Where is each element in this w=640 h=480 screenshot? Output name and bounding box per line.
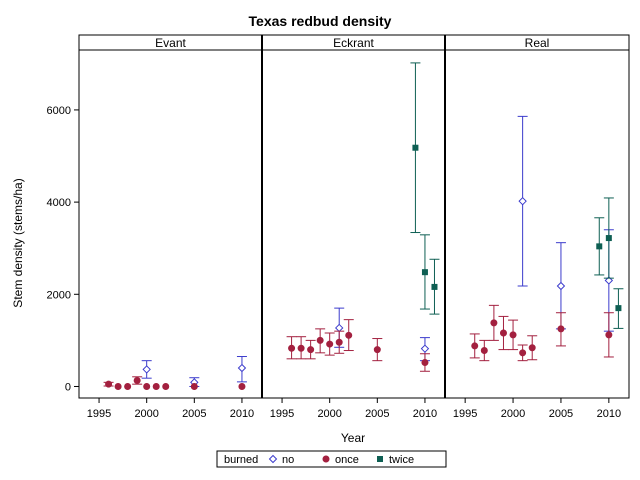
- x-tick-label: 2010: [597, 408, 621, 420]
- data-point-once: [345, 331, 353, 339]
- data-point-once: [519, 349, 527, 357]
- chart-title: Texas redbud density: [249, 13, 392, 29]
- data-point-twice: [421, 269, 428, 276]
- data-point-once: [490, 319, 498, 327]
- panel-header-evant: Evant: [155, 36, 186, 50]
- plot-frame: [78, 34, 630, 399]
- data-point-once: [162, 382, 170, 390]
- data-point-twice: [605, 235, 612, 242]
- x-tick-label: 2005: [365, 408, 389, 420]
- data-point-once: [316, 336, 324, 344]
- data-point-twice: [431, 283, 438, 290]
- data-point-once: [288, 344, 296, 352]
- data-point-once: [605, 331, 613, 339]
- data-point-twice: [596, 243, 603, 250]
- data-point-once: [557, 325, 565, 333]
- y-tick-label: 2000: [47, 289, 71, 301]
- data-point-once: [471, 342, 479, 350]
- series-twice: [410, 62, 624, 329]
- x-tick-label: 2005: [182, 408, 206, 420]
- legend-label-twice: twice: [389, 454, 414, 466]
- x-tick-label: 2000: [134, 408, 158, 420]
- data-point-once: [105, 380, 113, 388]
- x-tick-label: 2010: [413, 408, 437, 420]
- data-point-twice: [412, 144, 419, 151]
- legend-label-no: no: [282, 454, 294, 466]
- y-axis-label: Stem density (stems/ha): [11, 178, 25, 307]
- legend-marker-twice: [377, 456, 383, 462]
- data-point-once: [480, 347, 488, 355]
- panel-header-real: Real: [525, 36, 550, 50]
- data-point-once: [335, 338, 343, 346]
- y-tick-label: 4000: [47, 197, 71, 209]
- x-tick-label: 2010: [230, 408, 254, 420]
- x-tick-label: 1995: [270, 408, 294, 420]
- panel-header-eckrant: Eckrant: [333, 36, 374, 50]
- data-point-once: [528, 344, 536, 352]
- y-tick-label: 0: [65, 381, 71, 393]
- data-point-twice: [615, 305, 622, 312]
- legend-box: [216, 450, 447, 468]
- data-point-once: [326, 340, 334, 348]
- data-point-no: [142, 365, 151, 374]
- data-point-once: [114, 382, 122, 390]
- data-point-once: [190, 382, 198, 390]
- data-point-once: [307, 346, 315, 354]
- data-point-once: [297, 344, 305, 352]
- data-point-once: [238, 382, 246, 390]
- series-once: [103, 304, 614, 390]
- data-point-no: [237, 363, 247, 373]
- legend: burned no once twice: [216, 450, 447, 468]
- data-point-once: [499, 329, 507, 337]
- data-point-no: [556, 281, 566, 291]
- panels-layer: Evant Eckrant Real 0 2000 4000 6000 1995 2000 200…: [47, 34, 630, 420]
- data-point-no: [420, 344, 430, 353]
- legend-marker-no: [268, 454, 278, 464]
- x-tick-label: 2000: [501, 408, 525, 420]
- data-point-once: [509, 331, 517, 339]
- data-point-once: [421, 359, 429, 367]
- data-point-once: [124, 382, 132, 390]
- x-tick-label: 1995: [87, 408, 111, 420]
- data-point-once: [373, 346, 381, 354]
- x-tick-label: 1995: [453, 408, 477, 420]
- data-point-no: [518, 196, 527, 206]
- data-point-once: [143, 382, 151, 390]
- data-point-once: [152, 382, 160, 390]
- x-axis-label: Year: [341, 431, 365, 445]
- y-tick-label: 6000: [47, 105, 71, 117]
- x-tick-label: 2005: [549, 408, 573, 420]
- legend-title: burned: [224, 454, 258, 466]
- legend-marker-once: [322, 455, 330, 463]
- x-tick-label: 2000: [317, 408, 341, 420]
- data-point-no: [604, 276, 614, 285]
- legend-label-once: once: [335, 454, 359, 466]
- data-point-once: [133, 376, 141, 384]
